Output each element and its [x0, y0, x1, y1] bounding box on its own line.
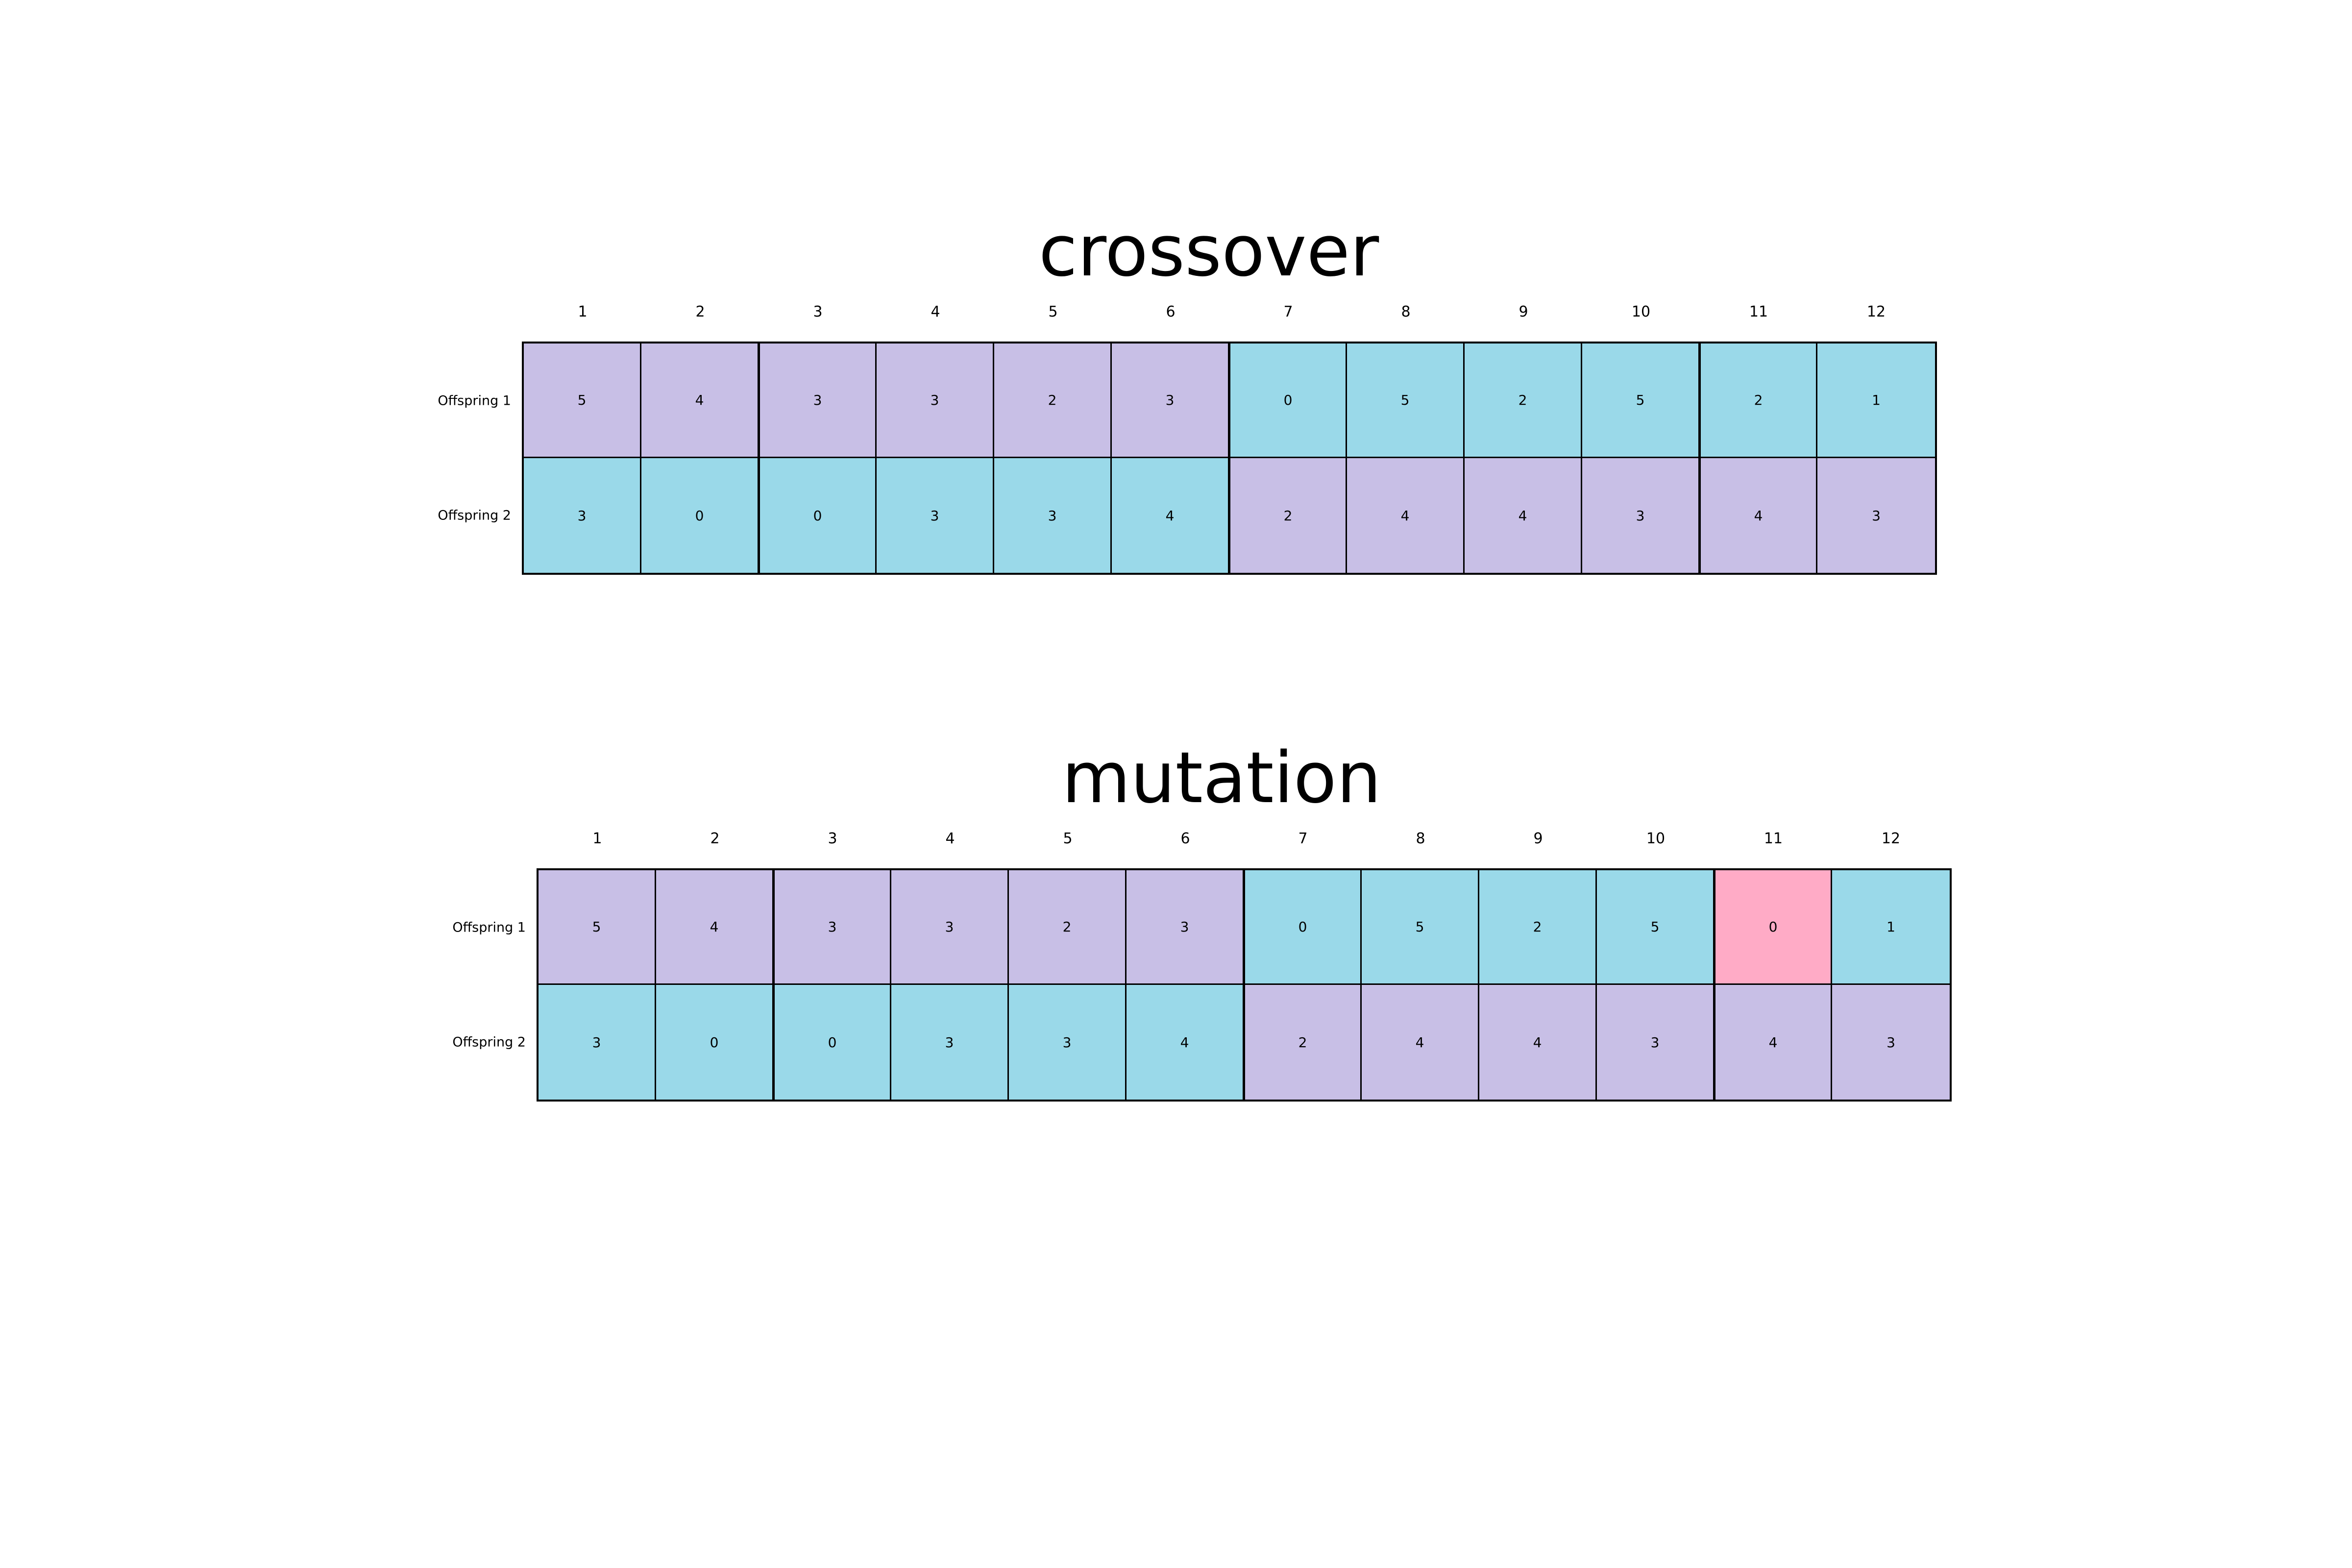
column-label: 10 [1646, 830, 1666, 847]
gene-cell: 3 [994, 458, 1112, 573]
gene-cell: 4 [1479, 985, 1597, 1100]
column-label: 11 [1749, 303, 1768, 320]
column-label: 4 [931, 303, 940, 320]
column-label: 5 [1063, 830, 1073, 847]
gene-cell: 4 [1347, 458, 1465, 573]
gene-cell: 0 [774, 985, 891, 1100]
gene-cell: 4 [1362, 985, 1479, 1100]
gene-cell: 0 [1244, 870, 1362, 985]
gene-cell: 3 [891, 985, 1009, 1100]
mutated-gene-cell: 0 [1715, 870, 1832, 985]
gene-cell: 5 [1582, 343, 1700, 458]
gene-cell: 3 [524, 458, 641, 573]
gene-cell: 5 [1597, 870, 1715, 985]
row-label: Offspring 1 [452, 920, 526, 935]
column-label: 12 [1881, 830, 1901, 847]
gene-cell: 3 [1127, 870, 1244, 985]
gene-cell: 2 [1244, 985, 1362, 1100]
column-label: 3 [813, 303, 823, 320]
gene-cell: 3 [759, 343, 877, 458]
panel-title: mutation [1061, 736, 1382, 819]
gene-cell: 5 [539, 870, 656, 985]
column-label: 3 [828, 830, 837, 847]
gene-cell: 3 [1817, 458, 1935, 573]
gene-cell: 3 [1009, 985, 1127, 1100]
gene-cell: 3 [1832, 985, 1950, 1100]
gene-cell: 0 [1229, 343, 1347, 458]
gene-cell: 5 [524, 343, 641, 458]
column-label: 11 [1764, 830, 1783, 847]
column-label: 7 [1283, 303, 1293, 320]
column-label: 2 [695, 303, 705, 320]
gene-cell: 3 [877, 343, 994, 458]
gene-cell: 4 [1465, 458, 1582, 573]
column-label: 6 [1180, 830, 1190, 847]
panel-title: crossover [1038, 210, 1379, 292]
gene-cell: 0 [656, 985, 774, 1100]
row-label: Offspring 2 [438, 508, 511, 523]
column-label: 12 [1866, 303, 1886, 320]
column-label: 5 [1048, 303, 1058, 320]
gene-cell: 4 [1700, 458, 1817, 573]
column-label: 4 [945, 830, 955, 847]
gene-cell: 2 [994, 343, 1112, 458]
gene-cell: 2 [1465, 343, 1582, 458]
column-label: 10 [1631, 303, 1651, 320]
gene-cell: 1 [1832, 870, 1950, 985]
gene-cell: 3 [774, 870, 891, 985]
gene-cell: 2 [1009, 870, 1127, 985]
gene-cell: 4 [1112, 458, 1229, 573]
column-label: 2 [710, 830, 720, 847]
gene-cell: 1 [1817, 343, 1935, 458]
gene-cell: 4 [1715, 985, 1832, 1100]
column-label: 9 [1533, 830, 1543, 847]
gene-cell: 2 [1479, 870, 1597, 985]
gene-cell: 2 [1700, 343, 1817, 458]
gene-cell: 3 [1112, 343, 1229, 458]
column-label: 8 [1401, 303, 1411, 320]
gene-cell: 3 [539, 985, 656, 1100]
gene-cell: 4 [1127, 985, 1244, 1100]
gene-cell: 0 [759, 458, 877, 573]
gene-cell: 2 [1229, 458, 1347, 573]
column-label: 1 [592, 830, 602, 847]
gene-cell: 4 [656, 870, 774, 985]
column-label: 8 [1416, 830, 1425, 847]
column-label: 6 [1166, 303, 1176, 320]
gene-cell: 3 [1582, 458, 1700, 573]
gene-cell: 5 [1362, 870, 1479, 985]
column-label: 1 [578, 303, 588, 320]
row-label: Offspring 2 [452, 1034, 526, 1050]
gene-cell: 3 [877, 458, 994, 573]
gene-cell: 4 [641, 343, 759, 458]
gene-cell: 3 [891, 870, 1009, 985]
gene-cell: 0 [641, 458, 759, 573]
gene-cell: 3 [1597, 985, 1715, 1100]
column-label: 7 [1298, 830, 1308, 847]
column-label: 9 [1519, 303, 1528, 320]
gene-cell: 5 [1347, 343, 1465, 458]
row-label: Offspring 1 [438, 393, 511, 409]
